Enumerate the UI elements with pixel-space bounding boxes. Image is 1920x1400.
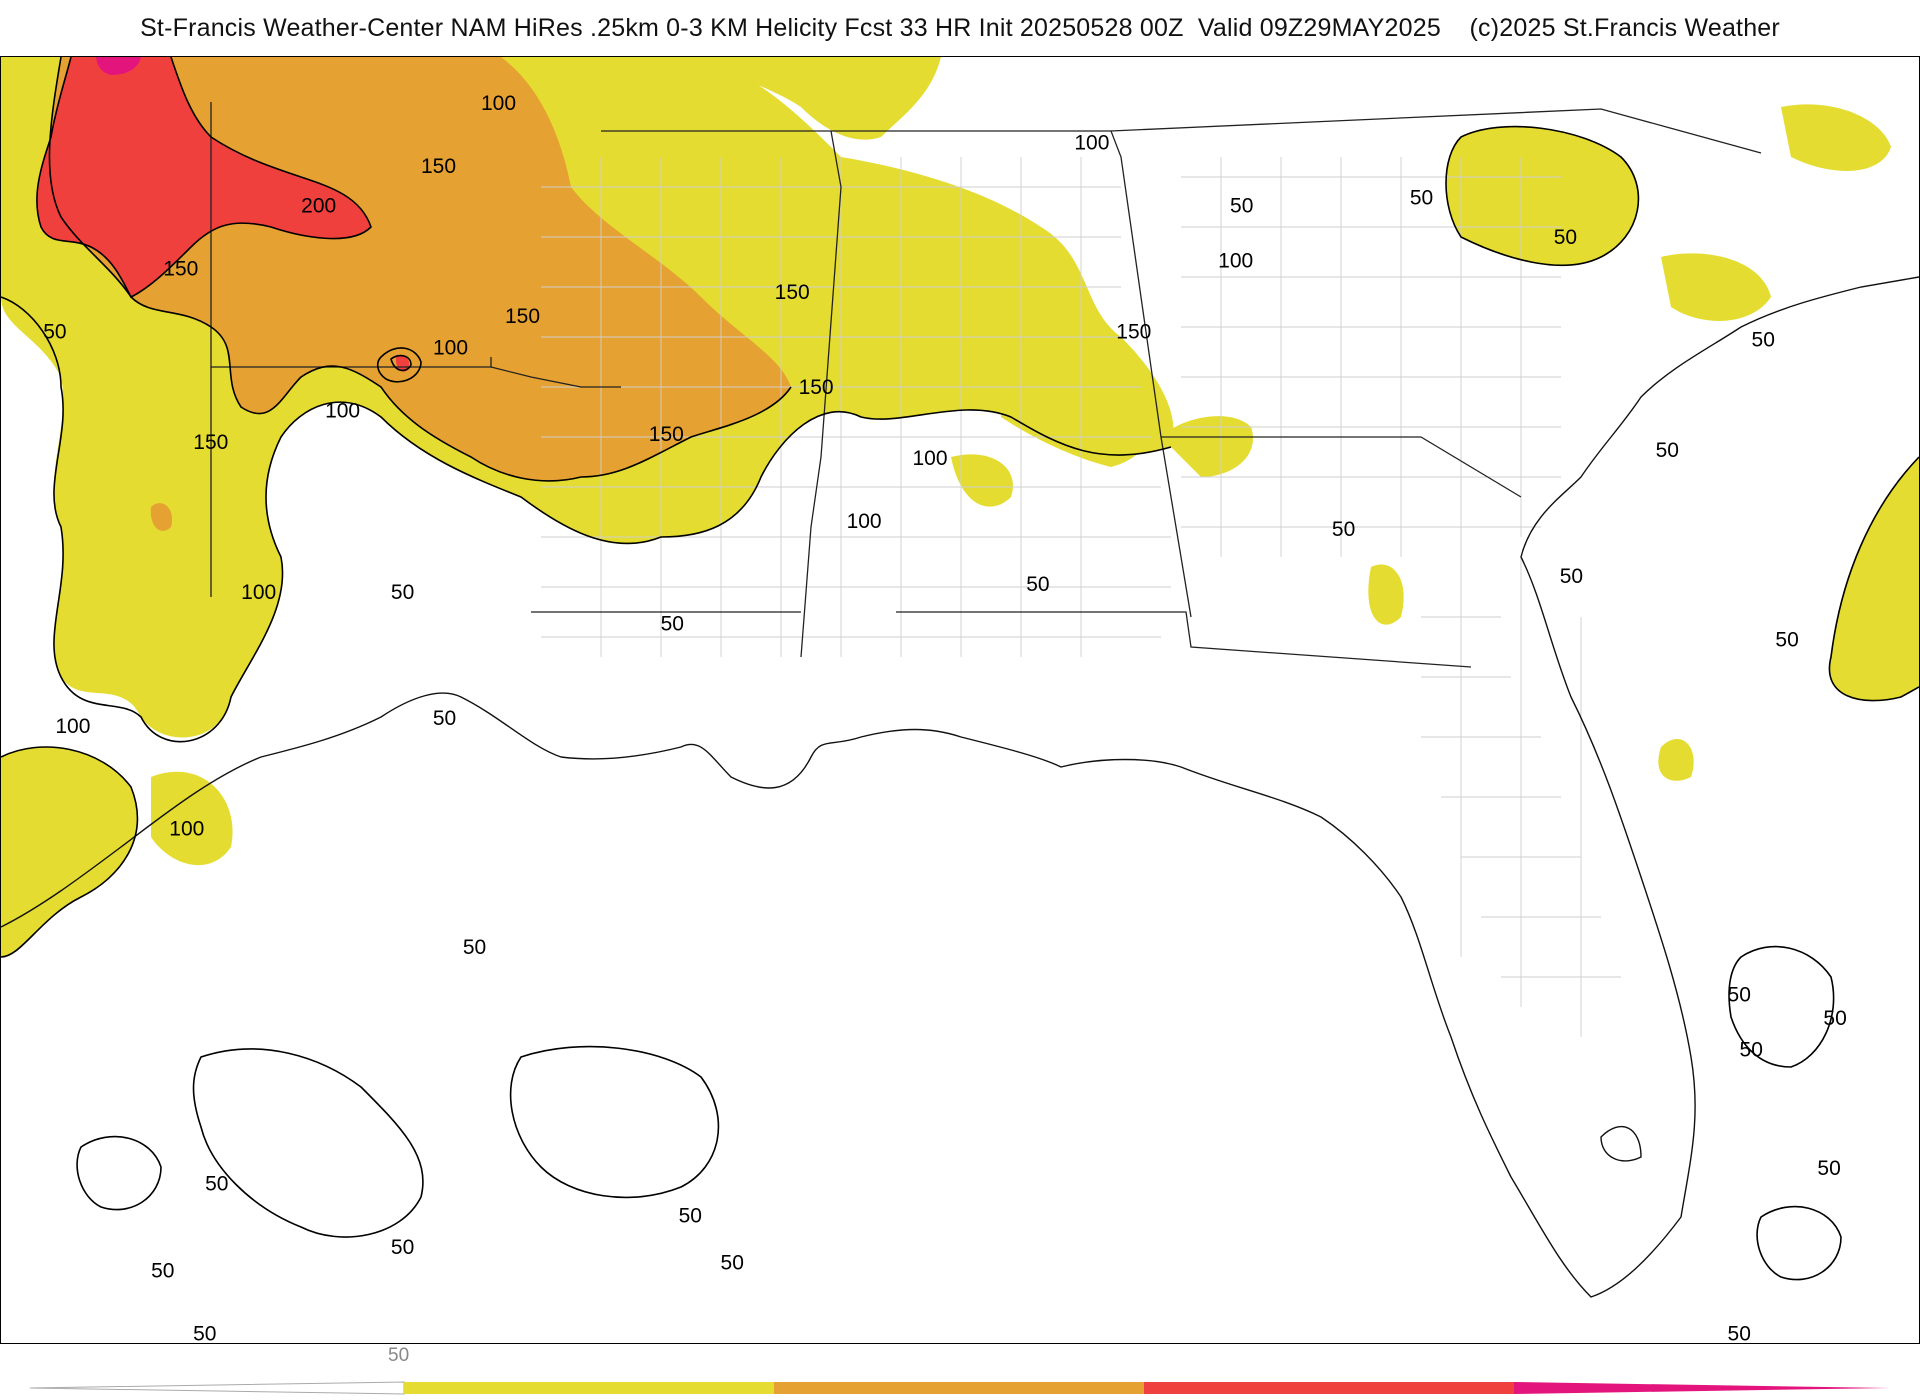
- contour-labels: 100 150 200 150 50 100 150 150 150 150 100 150 100 10…: [43, 92, 1847, 1343]
- contour-label-150: 150: [799, 376, 834, 399]
- contour-label-50: 50: [1728, 1323, 1751, 1343]
- contour-label-150: 150: [775, 281, 810, 304]
- fill-50-rio-grande: [151, 771, 233, 866]
- coastline: [1, 276, 1919, 1298]
- contour-label-50: 50: [391, 581, 414, 604]
- contour-label-50: 50: [193, 1323, 216, 1343]
- border-tx-panhandle: [210, 102, 492, 368]
- coast-path: [1, 276, 1919, 1298]
- contour-label-100: 100: [481, 92, 516, 115]
- contour-label-100: 100: [241, 581, 276, 604]
- contour-50-south-texas: [1, 746, 139, 958]
- contour-label-150: 150: [163, 258, 198, 281]
- contour-label-50: 50: [1740, 1039, 1763, 1062]
- contour-label-50: 50: [1230, 194, 1253, 217]
- contour-label-50: 50: [1554, 226, 1577, 249]
- contour-label-150: 150: [193, 431, 228, 454]
- fill-50-south-texas: [1, 747, 138, 957]
- contour-label-50: 50: [433, 707, 456, 730]
- contour-label-50: 50: [1656, 439, 1679, 462]
- border-fl-panhandle: [896, 611, 1472, 668]
- fill-50-virginia: [1446, 126, 1639, 266]
- border-ok-tx-red-river: [490, 366, 621, 388]
- contour-label-100: 100: [1074, 131, 1109, 154]
- contour-label-50: 50: [151, 1260, 174, 1283]
- contour-label-50: 50: [1410, 187, 1433, 210]
- colorbar-segment-50-100: [404, 1382, 774, 1394]
- contour-50-atlantic-2: [1728, 945, 1835, 1068]
- contour-50-atlantic-3: [1756, 1205, 1842, 1281]
- contour-label-50: 50: [1823, 1007, 1846, 1030]
- county-borders: [541, 157, 1621, 1037]
- fill-50-atlantic-east: [1829, 457, 1919, 701]
- helicity-fill-200: [96, 57, 141, 75]
- border-ok-ar-la: [601, 130, 842, 658]
- contour-150-cell: [376, 347, 422, 383]
- contour-50-gulf-3: [76, 1135, 162, 1211]
- contour-50-gulf-1: [192, 1048, 424, 1238]
- contour-200-cell: [390, 354, 412, 372]
- colorbar-tick-label: 50: [388, 1345, 410, 1366]
- colorbar: [29, 1381, 1890, 1395]
- contour-label-50: 50: [679, 1204, 702, 1227]
- fill-50-alabama: [951, 454, 1013, 507]
- border-ar-ms-al: [831, 130, 1192, 618]
- helicity-contours: [1, 57, 1919, 1281]
- fill-100-small: [150, 503, 172, 531]
- fill-50-atlantic-blob: [1658, 738, 1694, 781]
- contour-50-main: [1, 296, 1172, 743]
- contour-50-virginia: [1445, 125, 1640, 267]
- contour-label-150: 150: [649, 423, 684, 446]
- map-frame: 100 150 200 150 50 100 150 150 150 150 100 150 100 10…: [0, 56, 1920, 1344]
- contour-50-gulf-2: [509, 1045, 720, 1199]
- contour-label-100: 100: [433, 336, 468, 359]
- contour-label-150: 150: [505, 305, 540, 328]
- contour-label-100: 100: [55, 715, 90, 738]
- contour-label-50: 50: [1332, 518, 1355, 541]
- lake-okeechobee: [1600, 1125, 1642, 1162]
- contour-label-50: 50: [1560, 565, 1583, 588]
- contour-label-50: 50: [1775, 628, 1798, 651]
- contour-label-100: 100: [847, 510, 882, 533]
- fill-50-ne-corner: [1781, 104, 1891, 171]
- map-title: St-Francis Weather-Center NAM HiRes .25k…: [140, 13, 1780, 42]
- contour-label-50: 50: [43, 321, 66, 344]
- fill-50-north-strip: [701, 57, 941, 140]
- fill-50-tennessee: [1001, 348, 1156, 467]
- contour-label-50: 50: [661, 613, 684, 636]
- contour-label-50: 50: [205, 1173, 228, 1196]
- title-bar: St-Francis Weather-Center NAM HiRes .25k…: [0, 0, 1920, 56]
- contour-label-100: 100: [325, 400, 360, 423]
- state-borders: [210, 102, 1762, 668]
- fill-50-georgia-south: [1368, 564, 1404, 625]
- contour-label-150: 150: [1116, 321, 1151, 344]
- helicity-map: 100 150 200 150 50 100 150 150 150 150 100 150 100 10…: [1, 57, 1919, 1343]
- contour-label-50: 50: [1817, 1157, 1840, 1180]
- border-tn-nc: [1110, 108, 1762, 154]
- fill-200-northwest: [96, 57, 141, 75]
- contour-150-main: [36, 57, 372, 299]
- contour-label-200: 200: [301, 194, 336, 217]
- contour-label-50: 50: [1728, 983, 1751, 1006]
- contour-100-main: [48, 57, 792, 482]
- contour-50-atlantic: [1828, 456, 1919, 702]
- colorbar-segment-150-200: [1144, 1382, 1514, 1394]
- contour-label-50: 50: [721, 1252, 744, 1275]
- colorbar-triangle-high: [1514, 1382, 1890, 1394]
- colorbar-triangle-low: [29, 1381, 405, 1395]
- fill-50-maryland: [1661, 253, 1771, 321]
- fill-150-northwest: [36, 57, 372, 297]
- contour-label-100: 100: [169, 818, 204, 841]
- contour-label-50: 50: [463, 936, 486, 959]
- border-ga-sc: [1161, 436, 1522, 498]
- contour-label-50: 50: [1026, 573, 1049, 596]
- contour-label-50: 50: [1752, 329, 1775, 352]
- fill-50-georgia-north: [1161, 416, 1253, 477]
- contour-label-150: 150: [421, 155, 456, 178]
- contour-label-100: 100: [912, 447, 947, 470]
- contour-label-100: 100: [1218, 250, 1253, 273]
- contour-label-50: 50: [391, 1236, 414, 1259]
- colorbar-segment-100-150: [774, 1382, 1144, 1394]
